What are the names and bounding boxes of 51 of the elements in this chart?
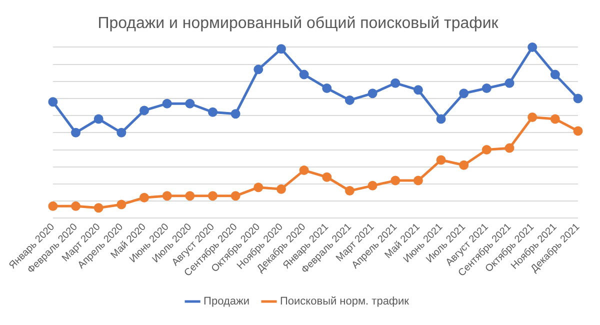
point	[504, 143, 514, 153]
point	[299, 166, 309, 176]
point	[230, 109, 240, 119]
legend-label: Поисковый норм. трафик	[280, 296, 410, 308]
point	[254, 182, 264, 192]
point	[344, 186, 354, 196]
point	[140, 106, 149, 116]
point	[573, 94, 583, 104]
point	[504, 78, 514, 88]
point	[48, 201, 58, 211]
point	[185, 191, 195, 201]
point	[482, 83, 492, 93]
point	[276, 184, 286, 194]
point	[185, 98, 195, 108]
point	[528, 112, 538, 122]
point	[208, 107, 218, 117]
point	[390, 176, 400, 186]
point	[322, 83, 332, 93]
point	[528, 42, 538, 52]
point	[71, 128, 81, 138]
point	[230, 191, 240, 201]
point	[94, 114, 104, 124]
point	[459, 88, 469, 98]
point	[48, 97, 58, 107]
point	[368, 180, 378, 190]
point	[390, 78, 400, 88]
point	[71, 201, 81, 211]
point	[550, 70, 560, 80]
point	[413, 176, 423, 186]
point	[140, 192, 149, 202]
point	[573, 126, 583, 136]
point	[116, 128, 126, 138]
point	[482, 145, 492, 155]
point	[550, 114, 560, 124]
point	[368, 88, 378, 98]
point	[322, 172, 332, 182]
point	[116, 200, 126, 210]
point	[208, 191, 218, 201]
point	[344, 95, 354, 105]
point	[299, 70, 309, 80]
point	[162, 191, 172, 201]
point	[254, 64, 264, 74]
legend-label: Продажи	[204, 296, 250, 308]
point	[94, 203, 104, 213]
point	[459, 160, 469, 170]
point	[413, 85, 423, 95]
point	[276, 44, 286, 54]
chart-title: Продажи и нормированный общий поисковый трафик	[98, 15, 500, 32]
point	[436, 155, 446, 165]
point	[436, 114, 446, 124]
point	[162, 98, 172, 108]
